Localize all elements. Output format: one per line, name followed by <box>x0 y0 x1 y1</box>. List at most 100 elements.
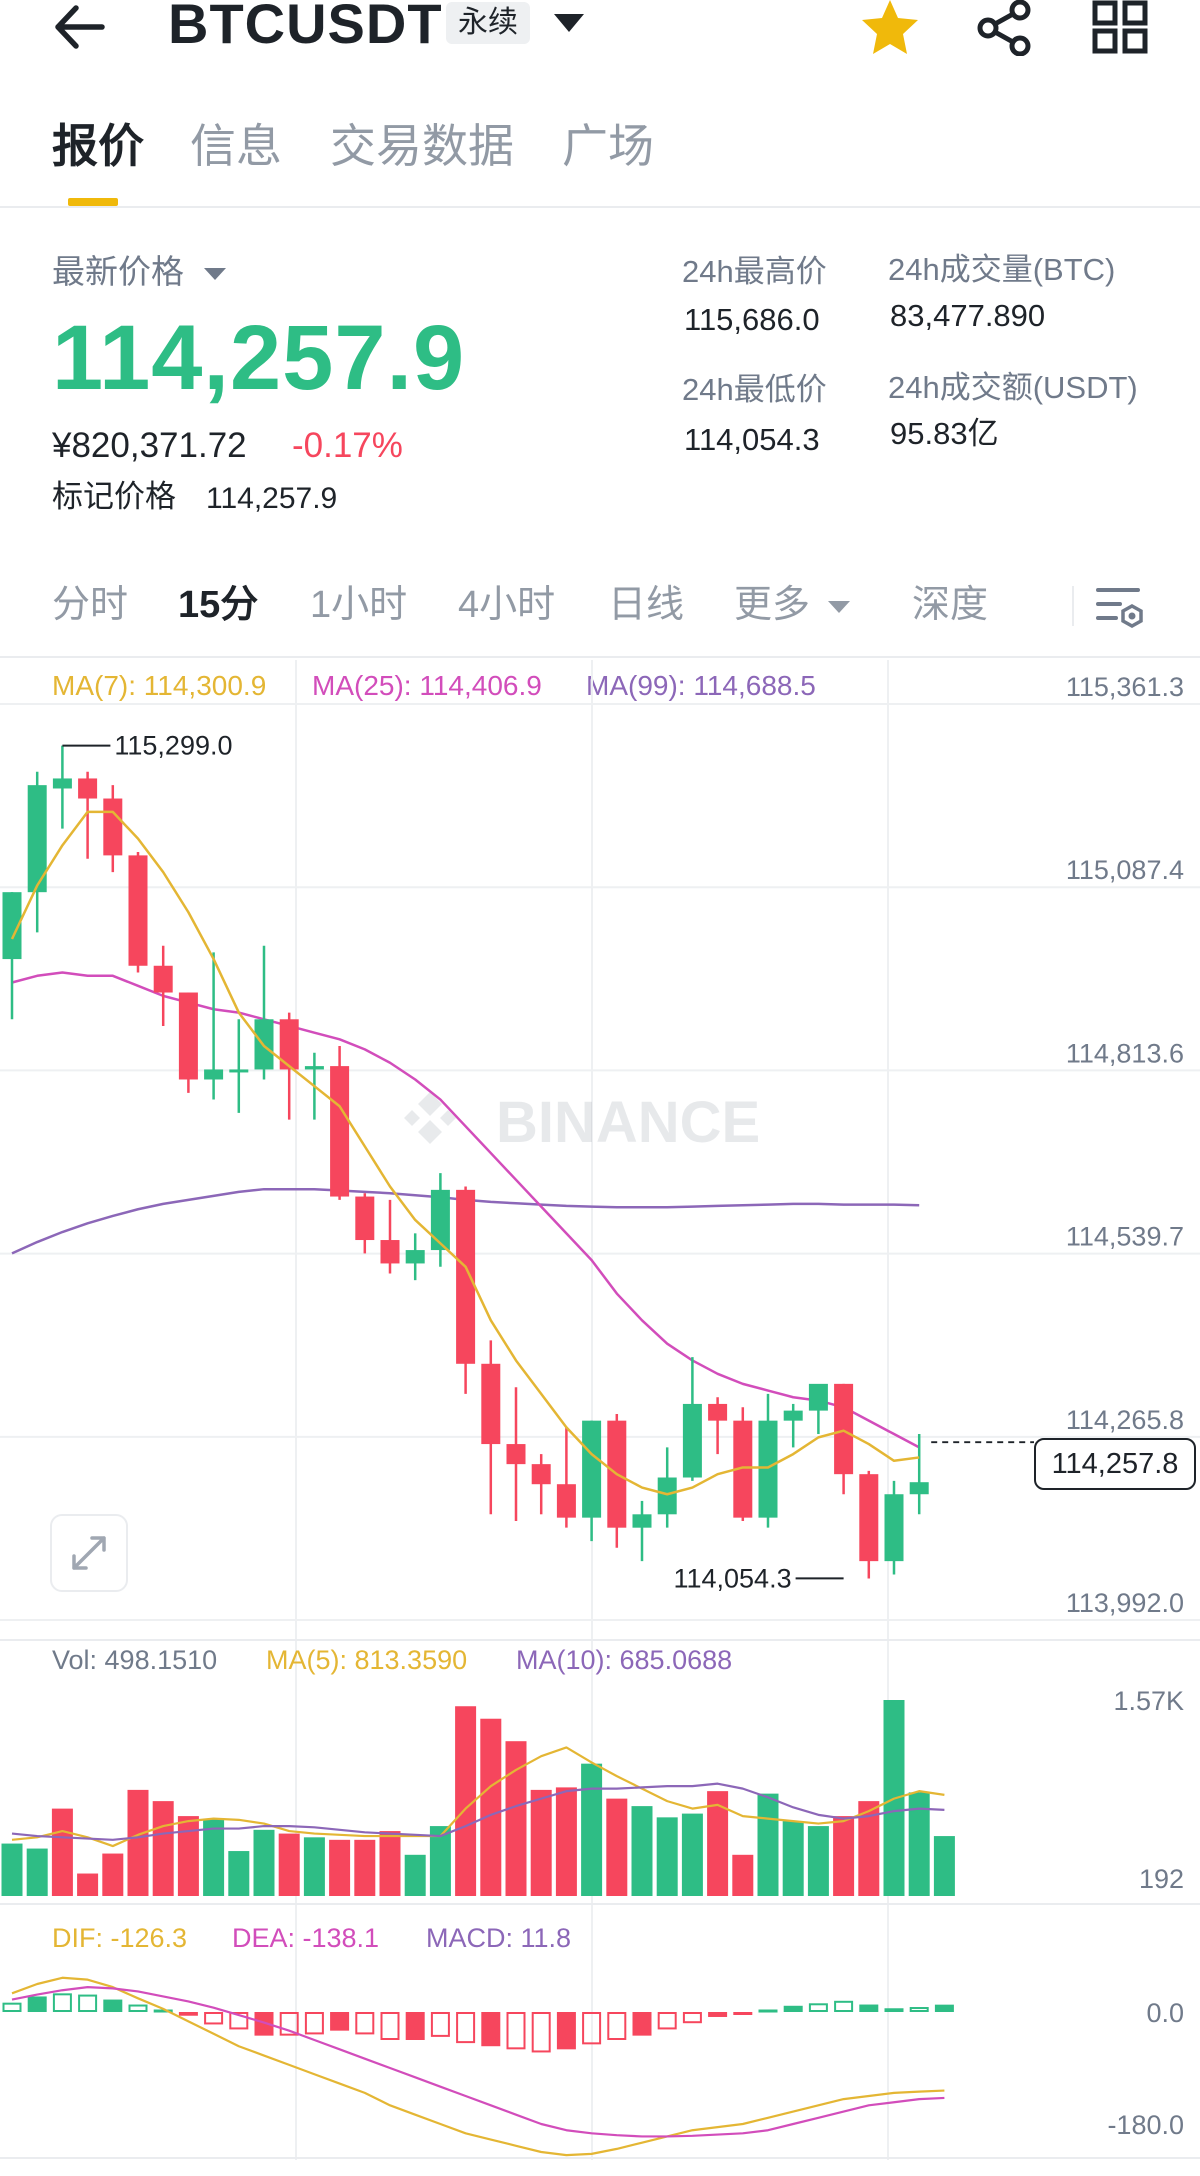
price-change: -0.17% <box>292 426 403 465</box>
interval-1h[interactable]: 1小时 <box>310 584 408 626</box>
volume-bar <box>908 1792 930 1896</box>
candle <box>909 1434 929 1515</box>
tab-square[interactable]: 广场 <box>562 120 654 172</box>
grid-icon[interactable] <box>1092 0 1148 54</box>
candle-body <box>531 1464 551 1485</box>
volume-bar <box>505 1741 527 1896</box>
macd-histogram-bar <box>330 2012 350 2031</box>
macd-histogram-bar <box>859 2004 879 2012</box>
macd-histogram-bar <box>380 2012 400 2040</box>
macd-histogram-bar <box>556 2012 576 2050</box>
candle <box>808 1383 828 1435</box>
candle-body <box>178 992 198 1080</box>
volume-ma10-line <box>11 1782 945 1841</box>
candle <box>178 992 198 1093</box>
candle <box>758 1393 778 1528</box>
mark-price: 114,257.9 <box>206 482 338 515</box>
macd-histogram-bar <box>657 2012 677 2030</box>
interval-daily[interactable]: 日线 <box>608 584 685 626</box>
volume-bar <box>379 1831 401 1896</box>
candle <box>128 852 148 973</box>
volume-legend: Vol: 498.1510 <box>52 1645 218 1675</box>
share-icon[interactable] <box>976 0 1034 56</box>
symbol-title[interactable]: BTCUSDT <box>168 0 443 55</box>
candle-body <box>229 1069 249 1073</box>
high-24h-label: 24h最高价 <box>682 254 827 289</box>
interval-4h[interactable]: 4小时 <box>458 584 556 626</box>
fullscreen-button[interactable] <box>50 1514 128 1592</box>
price-axis: 115,361.3 115,087.4 114,813.6 114,539.7 114,… <box>1066 672 1184 1618</box>
candle-body <box>153 965 173 993</box>
candle-body <box>355 1196 375 1241</box>
candle-body <box>884 1494 904 1562</box>
chart-top-divider <box>0 656 1200 658</box>
candle <box>834 1383 854 1495</box>
volume-bar <box>203 1818 225 1896</box>
macd-histogram-bar <box>153 2009 173 2013</box>
macd-histogram-bar <box>355 2012 375 2035</box>
volume-bar <box>631 1806 653 1896</box>
candle <box>27 771 47 933</box>
interval-time-share[interactable]: 分时 <box>52 584 129 626</box>
volume-ma10-legend: MA(10): 685.0688 <box>516 1645 733 1675</box>
caret-down-icon <box>204 268 227 281</box>
vol-usdt-label: 24h成交额(USDT) <box>888 370 1138 405</box>
back-arrow-icon[interactable] <box>50 2 110 52</box>
macd-histogram-bar <box>884 2008 904 2013</box>
volume-tick-label: 1.57K <box>1113 1686 1184 1716</box>
macd-histogram-bar <box>834 2000 854 2013</box>
volume-bar <box>807 1826 829 1896</box>
vol-usdt-value: 95.83亿 <box>890 416 999 451</box>
high-marker-label: 115,299.0 <box>114 731 232 761</box>
volume-bar <box>1 1843 23 1896</box>
latest-price-label-text: 最新价格 <box>52 253 184 290</box>
volume-bar <box>404 1854 426 1896</box>
candle <box>531 1454 551 1515</box>
volume-bar <box>354 1839 376 1896</box>
tab-quote[interactable]: 报价 <box>52 120 144 172</box>
candle-body <box>481 1363 501 1445</box>
volume-bar <box>732 1854 754 1896</box>
candle <box>657 1447 677 1528</box>
volume-bar <box>429 1826 451 1896</box>
mark-price-label: 标记价格 <box>52 479 176 514</box>
macd-histogram-bar <box>934 2004 954 2012</box>
caret-down-icon[interactable] <box>552 12 586 34</box>
candle <box>355 1193 375 1254</box>
macd-histogram-bar <box>733 2012 753 2015</box>
tab-info[interactable]: 信息 <box>190 120 282 172</box>
chart-settings-icon[interactable] <box>1094 584 1146 630</box>
candle <box>52 745 72 829</box>
low-24h-label: 24h最低价 <box>682 372 827 407</box>
tab-trading-data[interactable]: 交易数据 <box>330 120 514 172</box>
latest-price-label[interactable]: 最新价格 <box>52 250 227 294</box>
macd-histogram-bar <box>405 2012 425 2040</box>
vol-btc-value: 83,477.890 <box>890 298 1046 333</box>
latest-price: 114,257.9 <box>52 307 466 409</box>
macd-histogram-bar <box>481 2012 501 2047</box>
macd-histogram-bar <box>304 2012 324 2035</box>
price-tick-label: 114,265.8 <box>1066 1405 1184 1435</box>
star-icon[interactable] <box>860 0 920 56</box>
ma7-line-group <box>10 810 920 1496</box>
candle <box>229 1019 249 1113</box>
macd-histogram-bar <box>531 2012 551 2053</box>
candle <box>556 1427 576 1528</box>
interval-15m[interactable]: 15分 <box>178 584 259 626</box>
candle <box>506 1387 526 1521</box>
volume-bar <box>656 1817 678 1896</box>
low-24h-value: 114,054.3 <box>684 422 820 457</box>
low-marker-label: 114,054.3 <box>673 1563 791 1593</box>
candle <box>380 1199 400 1274</box>
candle-body <box>632 1514 652 1528</box>
macd-histogram-bar <box>27 1996 47 2012</box>
candle-body <box>52 778 72 789</box>
candle-body <box>204 1069 224 1080</box>
macd-histogram-bar <box>758 2009 778 2013</box>
macd-histogram-bar <box>254 2012 274 2036</box>
interval-more[interactable]: 更多 <box>734 580 851 630</box>
candle-body <box>708 1403 728 1421</box>
interval-depth[interactable]: 深度 <box>912 584 989 626</box>
candle <box>330 1046 350 1200</box>
